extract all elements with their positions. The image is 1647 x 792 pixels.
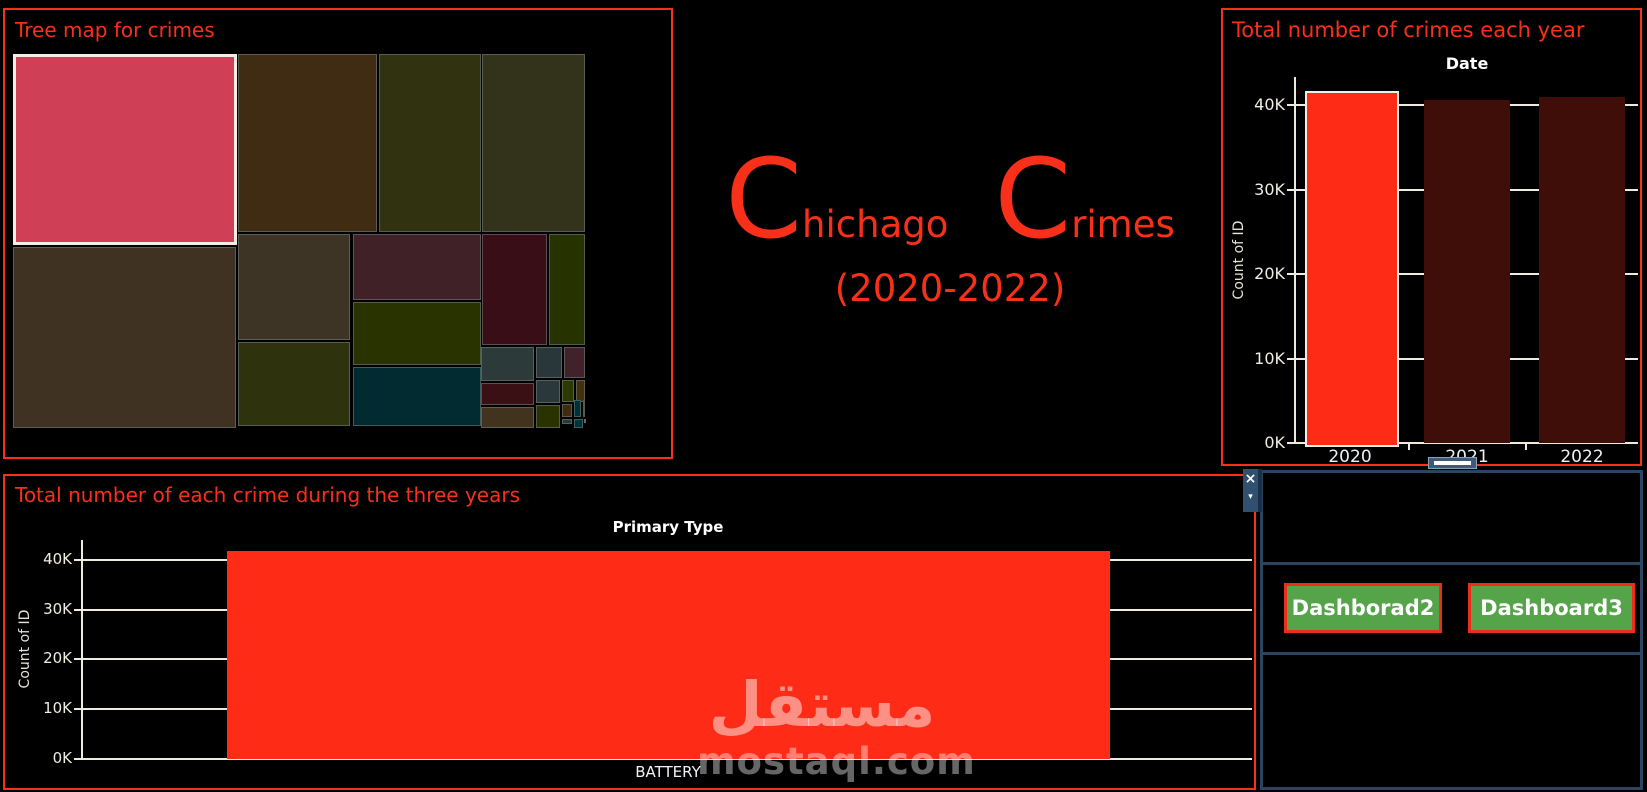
yearly-plot-area: 40K30K20K10K0K202020212022 <box>1223 10 1640 467</box>
treemap-cell[interactable] <box>238 342 350 426</box>
y-tick-label: 10K <box>1254 348 1285 368</box>
dashboard-subtitle: (2020-2022) <box>834 267 1066 310</box>
y-tick-label: 40K <box>43 549 72 568</box>
y-tick <box>74 658 81 661</box>
treemap-title: Tree map for crimes <box>15 18 215 42</box>
y-tick <box>74 608 81 611</box>
y-tick-label: 0K <box>1264 433 1285 452</box>
treemap-cell[interactable] <box>482 234 547 345</box>
chevron-down-icon[interactable]: ▾ <box>1248 492 1253 502</box>
treemap-cell[interactable] <box>481 407 534 428</box>
scrollbar-grip-lines <box>1434 461 1471 465</box>
treemap-cell[interactable] <box>536 405 560 428</box>
y-tick-label: 30K <box>43 599 72 618</box>
y-tick <box>1287 188 1294 191</box>
dashboard3-button[interactable]: Dashboard3 <box>1468 583 1635 633</box>
treemap-cell[interactable] <box>574 400 581 417</box>
x-tick <box>1525 443 1527 450</box>
treemap-cell[interactable] <box>353 234 481 300</box>
y-axis-line <box>1294 77 1296 443</box>
y-tick-label: 40K <box>1254 95 1285 114</box>
crimes-chart-title: Total number of each crime during the th… <box>15 483 520 507</box>
bar-2022[interactable] <box>1539 97 1625 443</box>
crimes-plot-area: 40K 30K 20K 10K 0K BATTERY <box>5 476 1254 788</box>
treemap-cell[interactable] <box>482 54 585 232</box>
y-tick <box>74 708 81 711</box>
treemap-cell[interactable] <box>584 419 586 423</box>
y-tick <box>74 758 81 760</box>
treemap-cell[interactable] <box>238 54 377 232</box>
treemap-cell[interactable] <box>536 347 562 378</box>
yearly-chart-title: Total number of crimes each year <box>1232 18 1585 42</box>
y-tick-label: 20K <box>1254 264 1285 283</box>
y-tick-label: 10K <box>43 699 72 718</box>
dashboard-title-line1: Chichago Crimes <box>700 144 1200 254</box>
title-big-c1: C <box>725 135 803 263</box>
y-tick-label: 20K <box>43 649 72 668</box>
treemap-cell[interactable] <box>13 247 236 428</box>
x-category-label: 2020 <box>1328 447 1372 467</box>
bar-2020[interactable] <box>1305 91 1399 447</box>
treemap-cell[interactable] <box>481 383 534 405</box>
treemap-cell[interactable] <box>562 419 572 424</box>
yearly-x-axis-header: Date <box>1445 54 1489 73</box>
nav-button-container <box>1260 562 1643 655</box>
x-tick <box>1408 443 1410 450</box>
y-tick <box>1287 273 1294 275</box>
treemap-cell[interactable] <box>379 54 481 232</box>
crimes-chart-panel: Total number of each crime during the th… <box>3 474 1256 790</box>
treemap-cell[interactable] <box>576 380 585 402</box>
y-tick <box>74 558 81 561</box>
x-category-label: 2022 <box>1560 447 1604 467</box>
treemap-cell[interactable] <box>564 347 585 378</box>
treemap-cell[interactable] <box>549 234 585 345</box>
y-tick <box>1287 442 1294 444</box>
horizontal-scrollbar-thumb[interactable] <box>1428 457 1477 469</box>
title-small1: hichago <box>802 203 949 246</box>
bar-2021[interactable] <box>1424 100 1510 443</box>
sheet-control-block: × ▾ <box>1243 469 1262 512</box>
treemap-cell[interactable] <box>353 302 481 365</box>
y-tick-label: 0K <box>52 749 72 767</box>
treemap-cell[interactable] <box>536 380 560 403</box>
treemap-cell[interactable] <box>481 347 534 381</box>
treemap-cell[interactable] <box>583 400 585 417</box>
treemap-cell[interactable] <box>353 367 481 426</box>
crimes-x-axis-header: Primary Type <box>612 518 724 536</box>
treemap-cell[interactable] <box>574 419 583 428</box>
close-icon[interactable]: × <box>1244 471 1257 487</box>
treemap-cell[interactable] <box>13 54 237 245</box>
y-tick-label: 30K <box>1254 179 1285 199</box>
treemap-cell[interactable] <box>562 404 572 417</box>
gridline <box>1294 442 1638 444</box>
gridline <box>81 758 1252 760</box>
title-small2: rimes <box>1071 203 1175 246</box>
y-axis-line <box>81 540 83 759</box>
treemap-cell[interactable] <box>238 234 350 340</box>
dashboard-title: Chichago Crimes (2020-2022) <box>700 144 1200 310</box>
treemap-panel: Tree map for crimes <box>3 8 673 459</box>
title-big-c2: C <box>994 135 1072 263</box>
y-tick <box>1287 104 1294 106</box>
treemap-cell[interactable] <box>562 380 574 402</box>
bar-BATTERY[interactable] <box>227 551 1110 759</box>
x-category-label: BATTERY <box>635 763 701 781</box>
yearly-chart-panel: Total number of crimes each year Date Co… <box>1221 8 1642 467</box>
dashboard2-button[interactable]: Dashborad2 <box>1284 583 1442 633</box>
treemap-area <box>13 54 586 428</box>
y-tick <box>1287 357 1294 360</box>
